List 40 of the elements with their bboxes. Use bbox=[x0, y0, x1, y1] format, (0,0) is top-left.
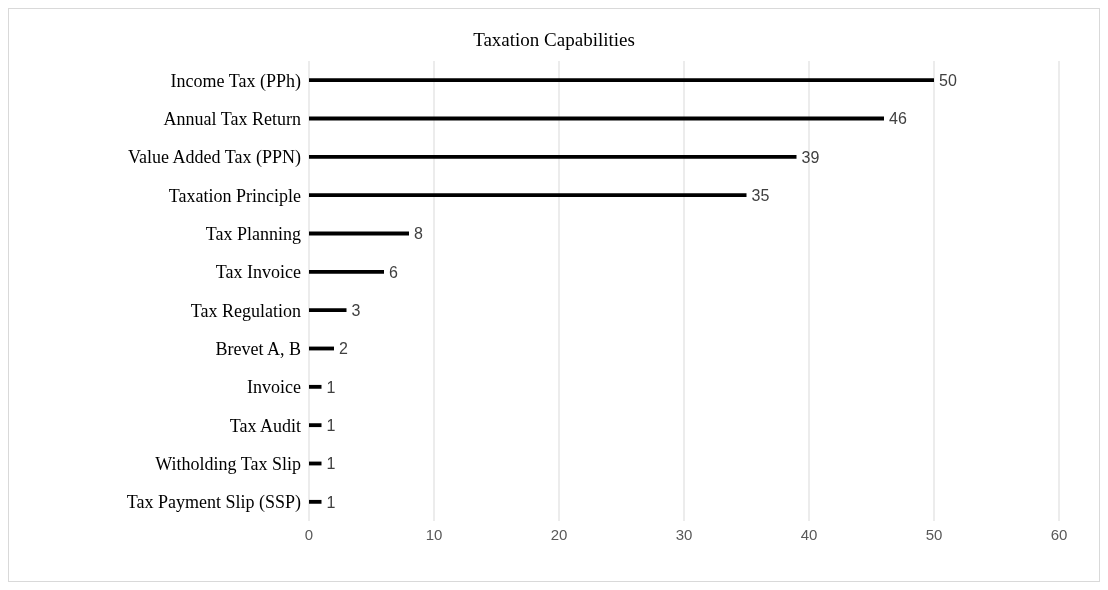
data-label: 1 bbox=[326, 493, 336, 511]
bar bbox=[309, 499, 322, 504]
y-tick-label: Tax Payment Slip (SSP) bbox=[126, 492, 301, 514]
bar bbox=[309, 269, 384, 274]
y-tick-label: Tax Regulation bbox=[190, 300, 301, 321]
bar bbox=[309, 384, 322, 389]
bar bbox=[309, 193, 747, 198]
data-label: 1 bbox=[326, 378, 336, 396]
x-tick-label: 30 bbox=[675, 525, 693, 543]
bar bbox=[309, 78, 934, 83]
data-label: 46 bbox=[889, 110, 907, 128]
y-tick-label: Tax Invoice bbox=[215, 262, 302, 283]
data-label: 6 bbox=[389, 263, 398, 281]
data-label: 1 bbox=[326, 455, 336, 473]
bar bbox=[309, 423, 322, 428]
bar bbox=[309, 308, 347, 313]
data-label: 2 bbox=[339, 340, 348, 358]
data-label: 39 bbox=[801, 148, 820, 166]
y-tick-label: Income Tax (PPh) bbox=[170, 70, 301, 92]
x-tick-label: 20 bbox=[550, 525, 568, 543]
data-label: 8 bbox=[414, 225, 423, 243]
y-tick-label: Annual Tax Return bbox=[163, 108, 301, 129]
y-tick-label: Brevet A, B bbox=[215, 338, 301, 359]
y-tick-label: Invoice bbox=[247, 377, 301, 398]
x-tick-label: 50 bbox=[925, 525, 943, 543]
bar bbox=[309, 154, 797, 159]
data-label: 1 bbox=[326, 416, 336, 434]
x-tick-label: 10 bbox=[425, 525, 443, 543]
y-tick-label: Value Added Tax (PPN) bbox=[128, 147, 301, 169]
data-label: 3 bbox=[351, 301, 361, 319]
y-tick-label: Tax Planning bbox=[205, 223, 301, 244]
x-tick-label: 40 bbox=[800, 525, 818, 543]
x-tick-label: 60 bbox=[1050, 525, 1068, 543]
y-tick-label: Witholding Tax Slip bbox=[155, 453, 301, 474]
y-tick-label: Tax Audit bbox=[229, 415, 301, 436]
chart-title: Taxation Capabilities bbox=[472, 29, 636, 51]
data-label: 35 bbox=[751, 186, 770, 204]
data-label: 50 bbox=[939, 71, 957, 89]
x-tick-label: 0 bbox=[304, 525, 314, 543]
y-tick-label: Taxation Principle bbox=[168, 185, 301, 206]
